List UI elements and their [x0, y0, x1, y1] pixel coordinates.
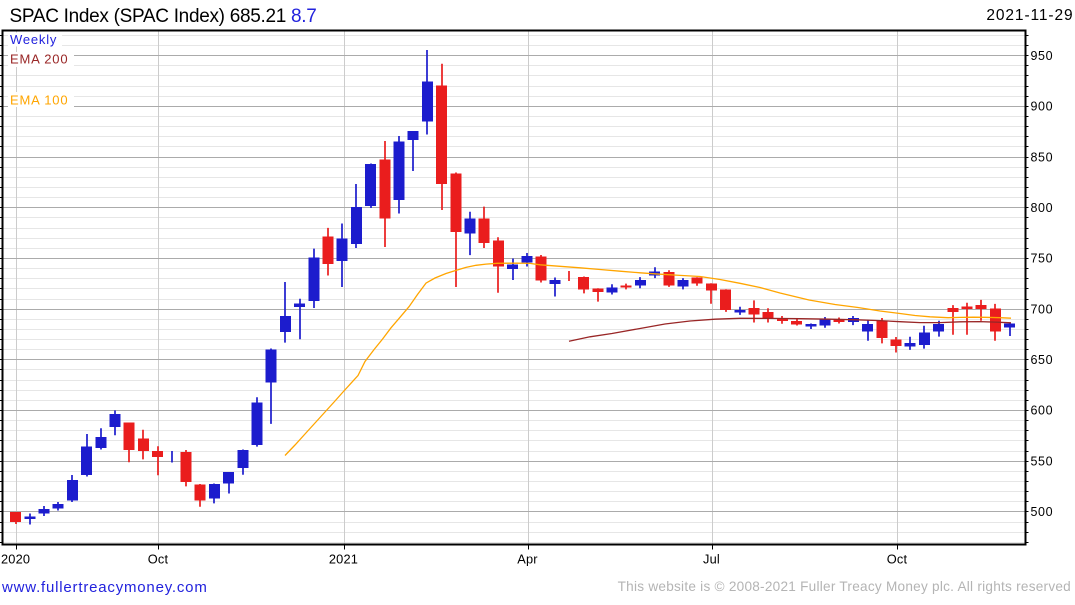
svg-text:850: 850 — [1031, 150, 1054, 164]
svg-text:Jul: Jul — [703, 552, 720, 567]
svg-text:500: 500 — [1031, 505, 1054, 519]
svg-text:EMA 200: EMA 200 — [10, 52, 68, 67]
svg-text:Apr: Apr — [517, 552, 538, 567]
svg-text:600: 600 — [1031, 404, 1054, 418]
svg-text:Weekly: Weekly — [10, 32, 57, 47]
svg-text:This website is © 2008-2021 Fu: This website is © 2008-2021 Fuller Treac… — [618, 579, 1071, 594]
svg-text:900: 900 — [1031, 100, 1054, 114]
svg-text:2020: 2020 — [1, 552, 30, 567]
svg-text:650: 650 — [1031, 353, 1054, 367]
svg-text:EMA 100: EMA 100 — [10, 93, 68, 108]
svg-text:2021-11-29: 2021-11-29 — [986, 7, 1073, 24]
svg-text:550: 550 — [1031, 454, 1054, 468]
svg-text:www.fullertreacymoney.com: www.fullertreacymoney.com — [1, 579, 208, 596]
svg-text:800: 800 — [1031, 201, 1054, 215]
svg-text:Oct: Oct — [148, 552, 169, 567]
svg-text:950: 950 — [1031, 49, 1054, 63]
svg-text:2021: 2021 — [329, 552, 358, 567]
svg-text:750: 750 — [1031, 252, 1054, 266]
svg-text:Oct: Oct — [887, 552, 908, 567]
svg-text:700: 700 — [1031, 302, 1054, 316]
svg-text:SPAC Index (SPAC Index) 685.21: SPAC Index (SPAC Index) 685.21 8.7 — [10, 6, 317, 27]
